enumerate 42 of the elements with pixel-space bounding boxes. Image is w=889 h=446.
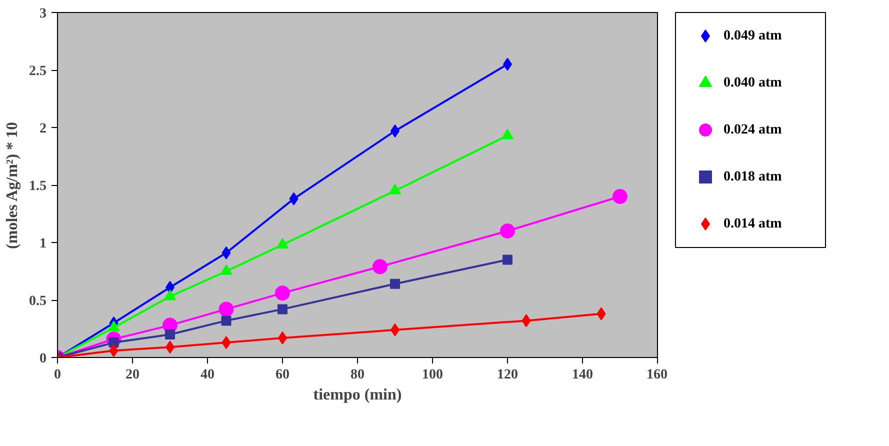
legend-label: 0.040 atm — [724, 76, 782, 90]
y-tick-label: 0.5 — [29, 294, 46, 309]
x-axis-title: tiempo (min) — [313, 386, 402, 404]
y-tick-label: 0 — [40, 352, 46, 366]
y-tick-label: 1 — [40, 236, 46, 252]
x-tick-label: 60 — [276, 368, 290, 382]
x-tick-label: 100 — [422, 368, 443, 382]
point — [275, 286, 290, 301]
point — [500, 224, 515, 238]
x-tick-label: 20 — [126, 368, 140, 382]
x-tick-label: 160 — [646, 368, 668, 382]
point — [109, 344, 118, 358]
legend-label: 0.024 atm — [724, 122, 782, 138]
point — [222, 246, 231, 260]
point — [164, 290, 176, 300]
legend-label: 0.049 atm — [724, 28, 782, 44]
point — [596, 307, 606, 320]
y-tick-label: 2.5 — [29, 64, 46, 79]
point — [389, 184, 401, 194]
point — [278, 304, 288, 314]
point — [502, 254, 512, 265]
y-tick-label: 3 — [40, 6, 46, 22]
legend-label: 0.018 atm — [724, 170, 782, 184]
legend-label: 0.014 atm — [724, 216, 782, 232]
x-tick-label: 40 — [200, 368, 214, 382]
point — [372, 259, 388, 274]
x-tick-label: 140 — [572, 368, 593, 382]
y-tick-label: 2 — [40, 122, 46, 136]
y-tick-label: 1.5 — [29, 179, 46, 194]
point — [522, 314, 531, 328]
point — [612, 189, 628, 204]
point — [222, 336, 231, 350]
point — [502, 128, 514, 140]
point — [165, 330, 175, 340]
y-axis-title: (moles Ag/m²) * 10 — [4, 122, 21, 249]
x-tick-label: 0 — [54, 368, 61, 382]
point — [218, 302, 234, 317]
point — [221, 316, 232, 326]
point — [390, 278, 400, 289]
x-tick-label: 120 — [497, 368, 518, 382]
point — [289, 192, 298, 206]
x-tick-label: 80 — [350, 368, 364, 382]
